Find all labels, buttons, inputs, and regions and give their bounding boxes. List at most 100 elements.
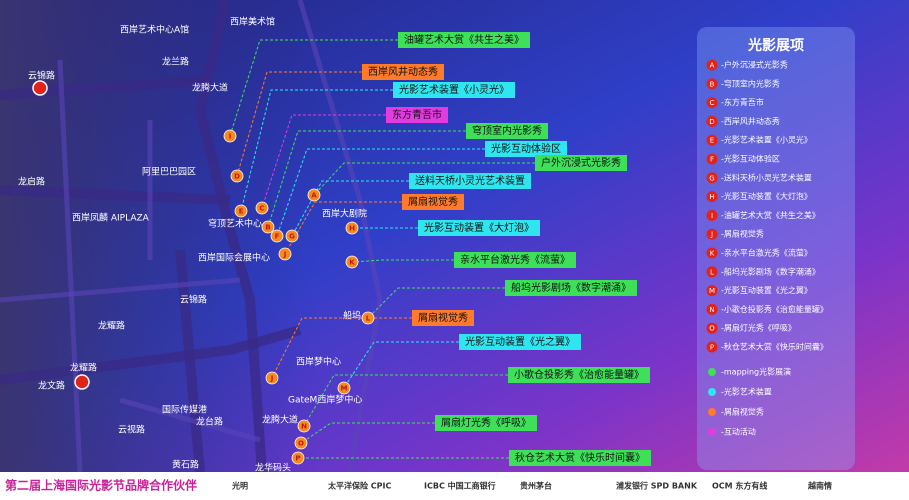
map-marker — [294, 436, 308, 450]
map-label: 云锦路 — [180, 294, 207, 306]
legend-letter: A — [710, 62, 715, 70]
map-label: 云锦路 — [28, 70, 55, 82]
legend-text: -屑扇灯光秀《呼吸》 — [721, 323, 796, 333]
marker-letter: A — [311, 192, 317, 200]
legend-text: -户外沉浸式光影秀 — [721, 60, 788, 70]
map-label: 龙兰路 — [162, 56, 189, 68]
legend-letter: E — [710, 137, 714, 145]
legend-letter: I — [711, 212, 713, 220]
legend-text: -光影互动装置《大灯泡》 — [721, 191, 812, 201]
callout-text: 船坞光影剧场《数字潮涌》 — [511, 281, 631, 294]
leader-line — [276, 148, 485, 237]
legend-text: -送料天桥小灵光艺术装置 — [721, 172, 812, 182]
marker-letter: J — [283, 251, 287, 259]
legend-marker — [706, 172, 718, 184]
metro-icon — [32, 80, 48, 96]
map-label: 穹顶艺术中心 — [208, 218, 262, 230]
map-label: 云视路 — [118, 424, 145, 436]
legend-text: -油罐艺术大赏《共生之美》 — [721, 210, 820, 220]
map-marker — [255, 201, 269, 215]
legend-letter: B — [710, 80, 715, 88]
callout-text: 光影艺术装置《小灵光》 — [399, 83, 509, 96]
legend-title: 光影展项 — [747, 37, 804, 54]
map-label: 阿里巴巴园区 — [142, 167, 196, 178]
map-marker — [337, 381, 351, 395]
legend-marker — [706, 247, 718, 259]
roads — [0, 0, 383, 473]
marker-letter: P — [295, 455, 300, 463]
legend-letter: C — [710, 99, 715, 107]
legend-letter: H — [709, 193, 714, 201]
legend-letter: J — [710, 231, 713, 239]
callout-box — [508, 367, 650, 383]
legend-category: -屑扇视觉秀 — [721, 407, 764, 417]
legend-text: -小歌仓投影秀《治愈能量罐》 — [721, 304, 828, 314]
map-marker — [307, 188, 321, 202]
sponsor: 光明 — [231, 481, 248, 491]
map-label: 西岸美术馆 — [230, 16, 275, 28]
legend-category-dot — [708, 368, 716, 376]
marker-letter: M — [341, 385, 348, 393]
leader-line — [271, 317, 412, 379]
map-label: 龙华码头 — [255, 462, 291, 474]
legend-category-dot — [708, 428, 716, 436]
map-label: 国际传媒港 — [162, 404, 207, 416]
legend-text: -西岸风井动态秀 — [721, 116, 780, 126]
legend-letter: G — [709, 174, 714, 182]
leader-line — [367, 287, 505, 319]
callout-box — [402, 194, 464, 210]
map-label: 龙耀路 — [98, 320, 125, 332]
leader-line — [343, 341, 459, 389]
marker-letter: N — [301, 423, 307, 431]
callout-text: 屑扇视觉秀 — [408, 195, 458, 208]
legend-marker — [706, 322, 718, 334]
legend-category-dot — [708, 388, 716, 396]
marker-letter: J — [270, 375, 274, 383]
marker-letter: F — [275, 233, 280, 241]
legend-text: -屑扇视觉秀 — [721, 229, 764, 239]
marker-letter: K — [349, 259, 355, 267]
leader-line — [351, 259, 454, 263]
sponsor: 越南情 — [807, 481, 832, 491]
map-marker — [297, 419, 311, 433]
callout-box — [412, 310, 474, 326]
callout-text: 屑扇视觉秀 — [418, 311, 468, 324]
legend-letter: L — [710, 268, 714, 276]
legend-marker — [706, 209, 718, 221]
callout-box — [386, 107, 448, 123]
callout-box — [485, 141, 567, 157]
marker-letter: B — [265, 224, 270, 232]
sponsor: 浦发银行 SPD BANK — [616, 481, 698, 491]
callout-box — [466, 123, 548, 139]
legend-marker — [706, 115, 718, 127]
leader-line — [267, 130, 466, 228]
marker-letter: E — [239, 208, 244, 216]
legend-letter: O — [709, 325, 715, 333]
map-marker — [234, 204, 248, 218]
leader-line — [240, 89, 393, 212]
map-marker — [223, 129, 237, 143]
map-marker — [345, 255, 359, 269]
map-label: 龙耀路 — [70, 362, 97, 374]
callout-text: 东方青吾市 — [392, 108, 442, 121]
legend-panel — [697, 27, 855, 470]
legend-letter: K — [710, 250, 715, 258]
map-marker — [345, 221, 359, 235]
legend-text: -光影互动体验区 — [721, 154, 780, 164]
map-marker — [278, 247, 292, 261]
legend-letter: D — [709, 118, 714, 126]
map-marker — [285, 229, 299, 243]
callout-text: 小歌仓投影秀《治愈能量罐》 — [514, 368, 644, 381]
legend-marker — [706, 78, 718, 90]
leader-line — [291, 180, 409, 237]
legend-text: -秋仓艺术大赏《快乐时间囊》 — [721, 342, 828, 352]
legend-letter: M — [709, 287, 715, 295]
marker-letter: H — [349, 225, 355, 233]
callout-box — [459, 334, 581, 350]
legend-marker — [706, 97, 718, 109]
callout-text: 西岸风井动态秀 — [368, 65, 438, 78]
footer-title: 第二届上海国际光影节品牌合作伙伴 — [5, 478, 197, 493]
map-label: 龙文路 — [38, 380, 65, 392]
callout-text: 光影互动装置《光之翼》 — [465, 335, 575, 348]
